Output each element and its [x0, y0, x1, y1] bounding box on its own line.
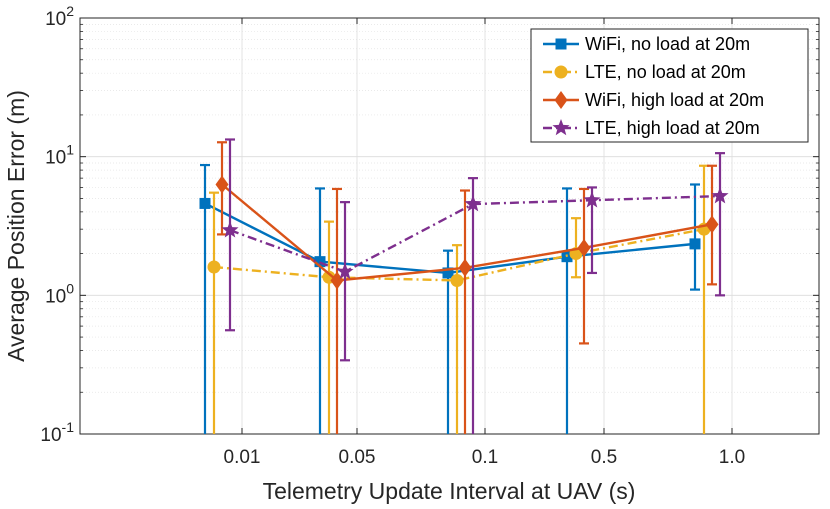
legend-marker: [552, 119, 570, 136]
data-point: [450, 273, 464, 287]
x-tick-label: 0.5: [591, 447, 617, 468]
legend-label: LTE, high load at 20m: [585, 118, 760, 138]
data-point: [583, 191, 601, 208]
data-point: [330, 271, 344, 290]
data-point: [215, 175, 229, 194]
legend-entry-3: WiFi, high load at 20m: [543, 90, 764, 110]
data-point: [207, 260, 221, 274]
legend-label: WiFi, high load at 20m: [585, 90, 764, 110]
legend-entry-1: WiFi, no load at 20m: [543, 34, 750, 54]
legend-entry-4: LTE, high load at 20m: [543, 118, 760, 138]
series-layer: [199, 138, 729, 434]
axis-ticks: 10-1 100 101 102 0.01 0.05 0.1 0.5 1.0: [40, 3, 819, 468]
x-axis-label: Telemetry Update Interval at UAV (s): [263, 478, 636, 504]
data-point: [458, 258, 472, 277]
series-1: [199, 163, 701, 434]
legend-marker: [554, 91, 568, 109]
series-line: [213, 227, 705, 282]
x-tick-label: 0.01: [224, 447, 261, 468]
legend-entry-2: LTE, no load at 20m: [543, 62, 746, 82]
legend-label: WiFi, no load at 20m: [585, 34, 750, 54]
legend-marker: [555, 38, 567, 50]
data-point: [577, 238, 591, 257]
data-point: [221, 221, 239, 238]
y-tick-label: 101: [45, 142, 74, 169]
series-2: [207, 164, 711, 434]
legend-marker: [554, 65, 568, 79]
y-tick-label: 10-1: [40, 419, 74, 446]
series-3: [215, 141, 719, 434]
y-tick-label: 100: [45, 280, 74, 307]
data-point: [199, 197, 211, 209]
y-tick-label: 102: [45, 3, 74, 30]
data-point: [442, 267, 454, 279]
legend: WiFi, no load at 20m LTE, no load at 20m W…: [530, 28, 809, 143]
data-point: [705, 215, 719, 234]
data-point: [464, 195, 482, 212]
data-point: [689, 238, 701, 250]
series-4: [221, 138, 729, 434]
x-tick-label: 1.0: [719, 447, 745, 468]
series-line: [204, 202, 696, 275]
plot-frame: [79, 17, 820, 435]
data-point: [711, 187, 729, 204]
x-tick-label: 0.05: [339, 447, 376, 468]
x-tick-label: 0.1: [472, 447, 498, 468]
data-point: [336, 262, 354, 279]
legend-label: LTE, no load at 20m: [585, 62, 746, 82]
y-axis-label: Average Position Error (m): [3, 90, 29, 362]
legend-box: [530, 28, 809, 143]
